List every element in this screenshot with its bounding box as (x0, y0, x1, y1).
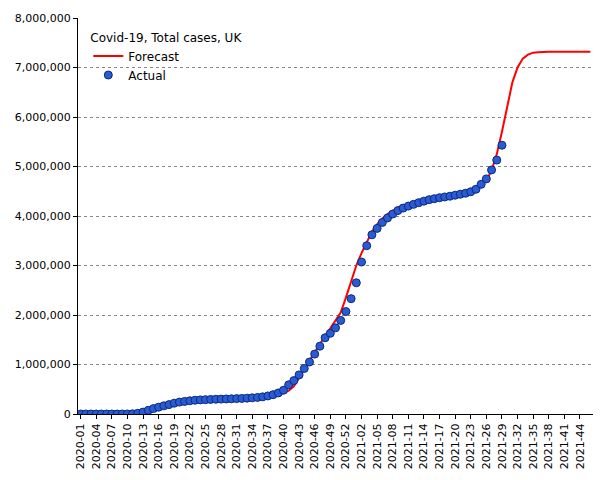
svg-text:Covid-19, Total cases, UK: Covid-19, Total cases, UK (90, 31, 242, 45)
svg-text:5,000,000: 5,000,000 (15, 160, 71, 173)
svg-text:2021-23: 2021-23 (464, 423, 477, 469)
svg-text:4,000,000: 4,000,000 (15, 210, 71, 223)
svg-text:2020-43: 2020-43 (293, 423, 306, 469)
svg-text:2021-11: 2021-11 (402, 423, 415, 469)
svg-text:3,000,000: 3,000,000 (15, 259, 71, 272)
svg-text:2021-14: 2021-14 (418, 423, 431, 469)
svg-text:2020-46: 2020-46 (308, 423, 321, 469)
svg-text:2020-07: 2020-07 (105, 423, 118, 469)
svg-text:2020-25: 2020-25 (199, 423, 212, 469)
svg-text:8,000,000: 8,000,000 (15, 12, 71, 25)
svg-text:2020-04: 2020-04 (90, 423, 103, 469)
svg-text:6,000,000: 6,000,000 (15, 111, 71, 124)
svg-text:2020-22: 2020-22 (183, 423, 196, 469)
svg-text:2020-49: 2020-49 (324, 423, 337, 469)
svg-text:2020-16: 2020-16 (152, 423, 165, 469)
svg-text:2020-19: 2020-19 (168, 423, 181, 469)
svg-text:2021-02: 2021-02 (355, 423, 368, 469)
svg-text:1,000,000: 1,000,000 (15, 358, 71, 371)
svg-text:2020-28: 2020-28 (215, 423, 228, 469)
svg-text:2021-20: 2021-20 (449, 423, 462, 469)
svg-text:2021-26: 2021-26 (480, 423, 493, 469)
svg-text:2021-41: 2021-41 (558, 423, 571, 469)
svg-text:2021-38: 2021-38 (542, 423, 555, 469)
svg-text:7,000,000: 7,000,000 (15, 61, 71, 74)
svg-text:2021-17: 2021-17 (433, 423, 446, 469)
svg-text:2020-52: 2020-52 (339, 423, 352, 469)
svg-text:2020-34: 2020-34 (246, 423, 259, 469)
svg-text:2021-32: 2021-32 (511, 423, 524, 469)
svg-text:2020-37: 2020-37 (261, 423, 274, 469)
svg-text:2020-40: 2020-40 (277, 423, 290, 469)
svg-text:2021-29: 2021-29 (496, 423, 509, 469)
svg-text:2021-35: 2021-35 (527, 423, 540, 469)
svg-text:2020-10: 2020-10 (121, 423, 134, 469)
svg-text:Actual: Actual (128, 69, 166, 83)
svg-text:2021-44: 2021-44 (574, 423, 587, 469)
svg-text:2,000,000: 2,000,000 (15, 309, 71, 322)
svg-text:2020-13: 2020-13 (137, 423, 150, 469)
svg-text:Forecast: Forecast (128, 50, 179, 64)
svg-text:2021-08: 2021-08 (386, 423, 399, 469)
svg-text:2021-05: 2021-05 (371, 423, 384, 469)
svg-text:2020-01: 2020-01 (74, 423, 87, 469)
svg-text:2020-31: 2020-31 (230, 423, 243, 469)
svg-text:0: 0 (64, 408, 71, 421)
